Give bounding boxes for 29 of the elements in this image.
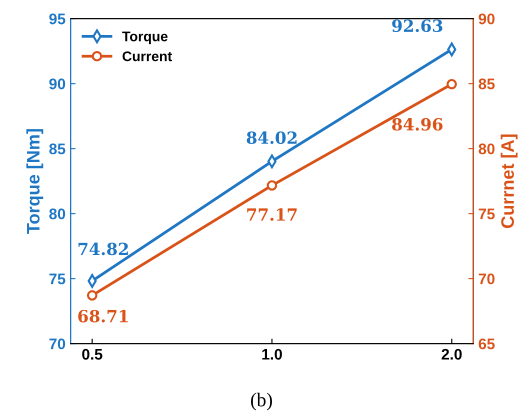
data-label: 84.96	[392, 118, 443, 131]
legend-label: Torque	[122, 32, 168, 44]
point	[266, 180, 278, 191]
y2-tick-label: 75	[478, 208, 495, 220]
y-tick-label: 95	[49, 14, 66, 24]
x-tick-label: 2.0	[442, 348, 462, 360]
y2-tick-label: 80	[478, 143, 495, 154]
y2-tick-label: 65	[478, 338, 495, 350]
y-tick-label: 80	[49, 208, 66, 220]
point	[446, 78, 457, 90]
y2-tick-label: 90	[478, 14, 495, 24]
y2-axis-title: Currnet [A]	[500, 134, 518, 228]
x-tick-label: 0.5	[82, 348, 102, 360]
point	[86, 290, 98, 301]
x-tick-label: 1.0	[262, 348, 282, 360]
y-axis-title: Torque [Nm]	[26, 129, 44, 234]
legend-label: Current	[122, 51, 172, 62]
y2-tick-label: 70	[478, 273, 495, 284]
y-tick-label: 70	[49, 338, 66, 350]
data-label: 92.63	[392, 19, 442, 32]
y-tick-label: 85	[49, 143, 66, 154]
data-label: 74.82	[78, 242, 128, 256]
text: (b)	[251, 392, 272, 410]
y-tick-label: 90	[49, 78, 66, 90]
data-label: 77.17	[247, 208, 297, 221]
y-tick-label: 75	[49, 274, 66, 284]
y2-tick-label: 85	[478, 78, 495, 90]
data-label: 68.71	[78, 310, 128, 322]
data-label: 84.02	[246, 131, 297, 144]
